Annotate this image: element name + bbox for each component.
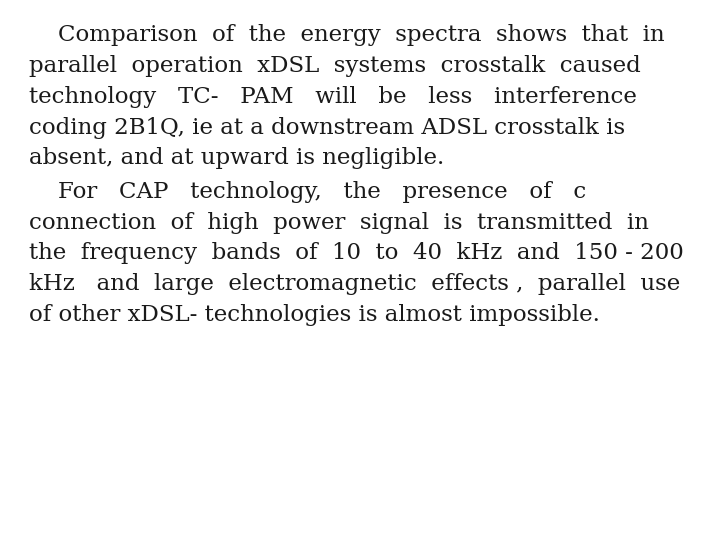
Text: connection  of  high  power  signal  is  transmitted  in: connection of high power signal is trans…	[29, 212, 649, 234]
Text: kHz   and  large  electromagnetic  effects ,  parallel  use: kHz and large electromagnetic effects , …	[29, 273, 680, 295]
Text: technology   TC-   PAM   will   be   less   interference: technology TC- PAM will be less interfer…	[29, 86, 636, 108]
Text: coding 2B1Q, ie at a downstream ADSL crosstalk is: coding 2B1Q, ie at a downstream ADSL cro…	[29, 117, 625, 139]
Text: of other xDSL- technologies is almost impossible.: of other xDSL- technologies is almost im…	[29, 304, 600, 326]
Text: Comparison  of  the  energy  spectra  shows  that  in: Comparison of the energy spectra shows t…	[29, 24, 665, 46]
Text: For   CAP   technology,   the   presence   of   c: For CAP technology, the presence of c	[29, 181, 586, 203]
Text: absent, and at upward is negligible.: absent, and at upward is negligible.	[29, 147, 444, 170]
Text: the  frequency  bands  of  10  to  40  kHz  and  150 - 200: the frequency bands of 10 to 40 kHz and …	[29, 242, 683, 265]
Text: parallel  operation  xDSL  systems  crosstalk  caused: parallel operation xDSL systems crosstal…	[29, 55, 641, 77]
